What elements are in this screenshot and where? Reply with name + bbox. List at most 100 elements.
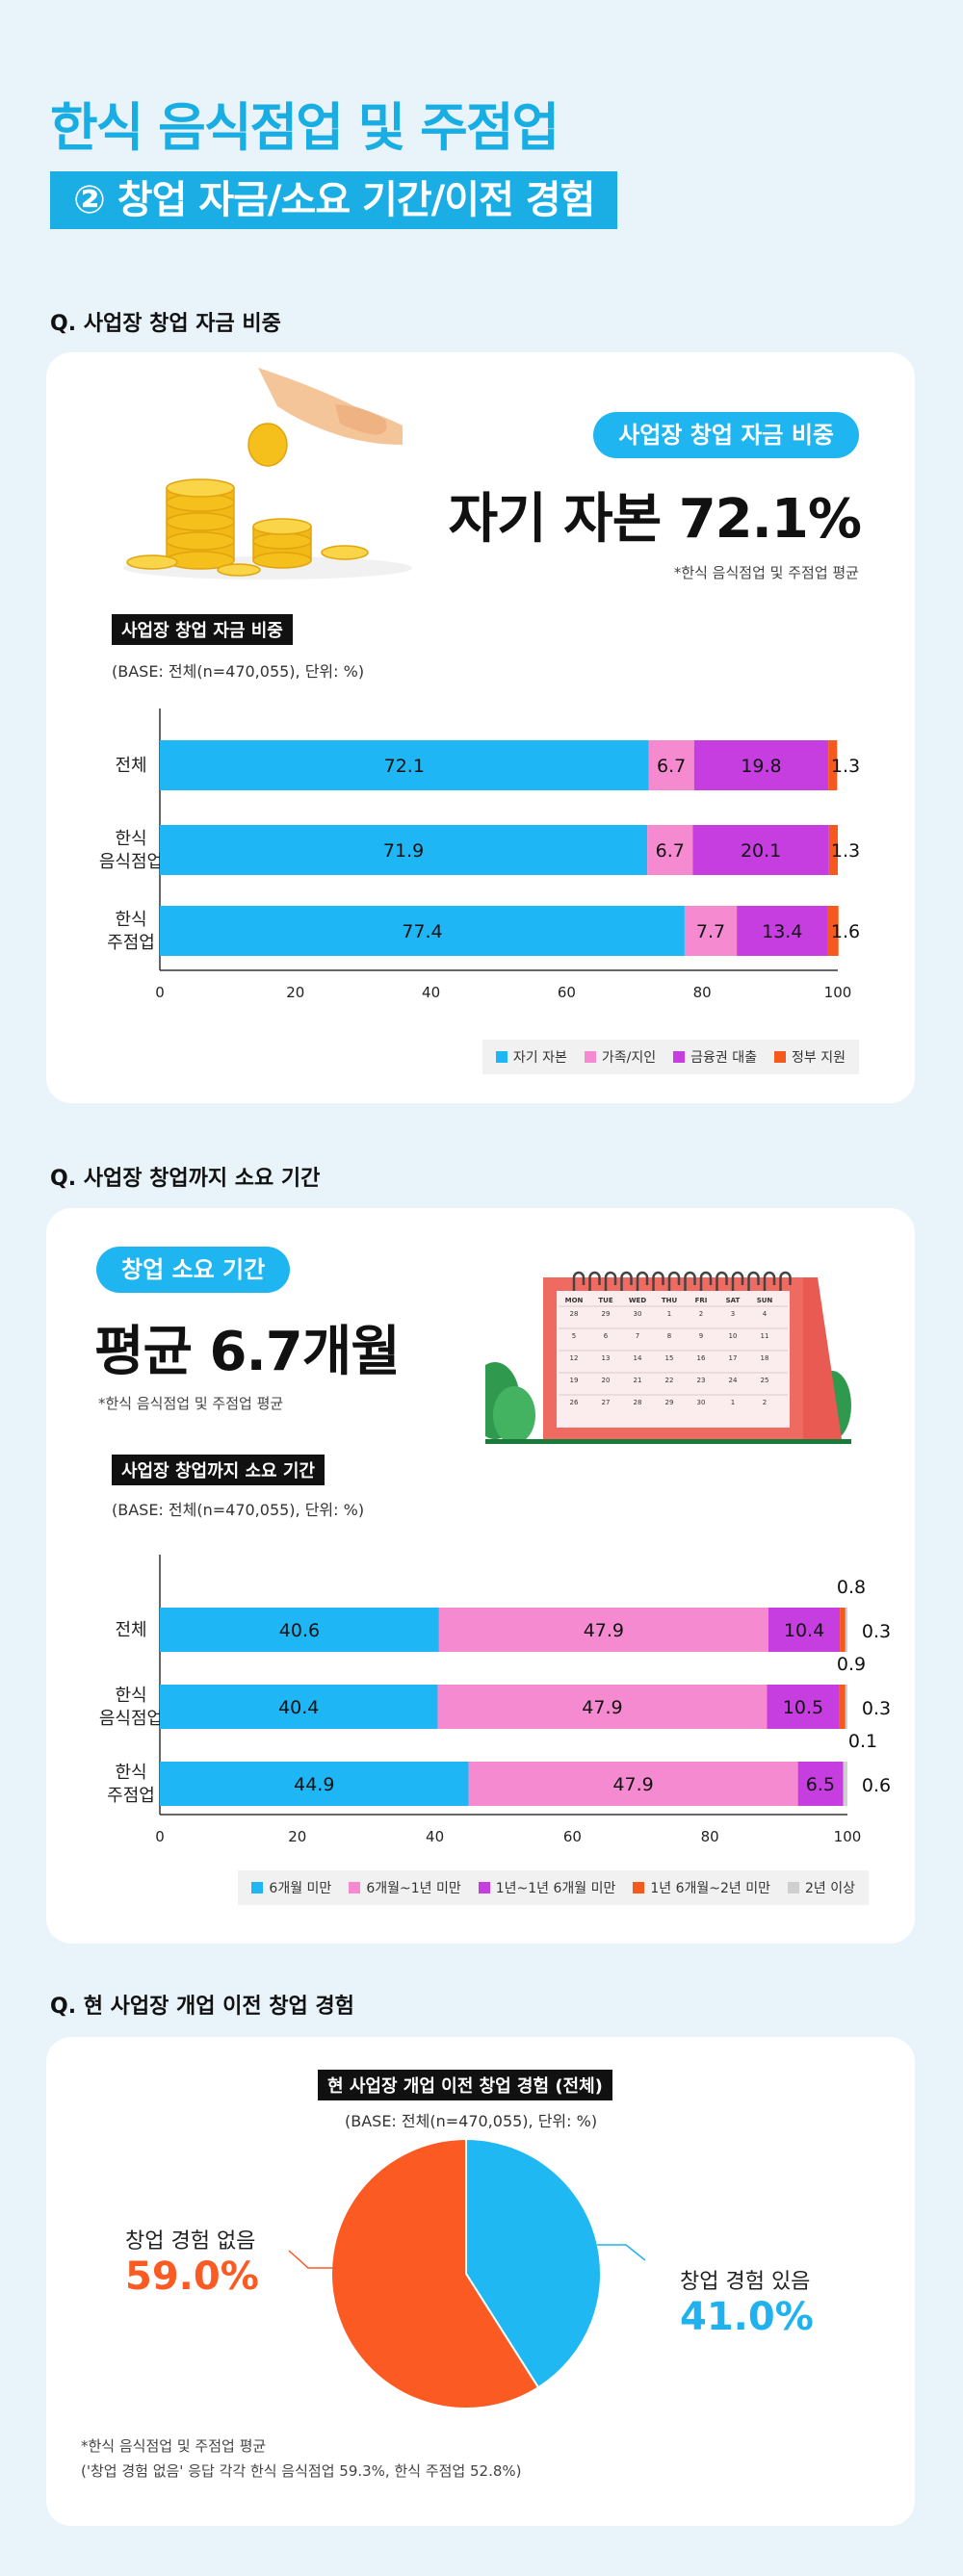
calendar-day: SUN — [757, 1297, 773, 1304]
category-label: 한식 — [115, 1686, 146, 1706]
calendar-date: 24 — [729, 1377, 738, 1384]
calendar-day: MON — [565, 1297, 584, 1304]
duration-legend: 6개월 미만 6개월~1년 미만 1년~1년 6개월 미만 1년 6개월~2년 … — [238, 1870, 869, 1905]
category-label: 한식 — [115, 910, 146, 930]
calendar-date: 29 — [602, 1310, 611, 1318]
data-label: 71.9 — [383, 840, 424, 862]
bar-segment — [768, 1608, 841, 1652]
x-tick-label: 80 — [701, 1828, 719, 1845]
x-tick-label: 40 — [426, 1828, 444, 1845]
calendar-day: THU — [662, 1297, 678, 1304]
x-tick-label: 100 — [824, 984, 852, 1001]
calendar-date: 17 — [729, 1354, 738, 1362]
experience-chart-label: 현 사업장 개업 이전 창업 경험 (전체) — [318, 2070, 612, 2100]
leader-line-yes — [597, 2244, 646, 2261]
bar-segment — [845, 1685, 847, 1729]
bar-segment — [160, 1762, 469, 1806]
coins-hand-illustration — [123, 368, 412, 580]
duration-base: (BASE: 전체(n=470,055), 단위: %) — [112, 1501, 365, 1519]
legend-item-self-capital: 자기 자본 — [495, 1047, 567, 1067]
calendar-ring — [763, 1271, 776, 1291]
data-label: 72.1 — [384, 756, 425, 777]
calendar-ring — [779, 1271, 792, 1291]
calendar-date: 9 — [699, 1332, 703, 1340]
calendar-date: 10 — [729, 1332, 738, 1340]
calendar-date: 14 — [634, 1354, 642, 1362]
experience-yes-label: 창업 경험 있음 — [680, 2270, 811, 2294]
calendar-ring — [699, 1271, 713, 1291]
data-label: 19.8 — [741, 756, 781, 777]
duration-chart-label: 사업장 창업까지 소요 기간 — [112, 1455, 325, 1485]
data-label: 10.4 — [784, 1620, 824, 1641]
data-label: 40.6 — [279, 1620, 320, 1641]
experience-note-2: ('창업 경험 없음' 응답 각각 한식 음식점업 59.3%, 한식 주점업 … — [81, 2462, 522, 2480]
bar-segment — [160, 1608, 439, 1652]
calendar-date: 12 — [570, 1354, 579, 1362]
calendar-date: 23 — [697, 1377, 706, 1384]
experience-yes-value: 41.0% — [680, 2295, 814, 2339]
experience-note-1: *한식 음식점업 및 주점업 평균 — [81, 2437, 267, 2455]
calendar-date: 21 — [634, 1377, 642, 1384]
data-label: 20.1 — [741, 840, 781, 862]
category-label: 주점업 — [107, 1786, 155, 1806]
calendar-date: 18 — [761, 1354, 769, 1362]
bar-segment — [438, 1608, 768, 1652]
experience-card: 현 사업장 개업 이전 창업 경험 (전체) (BASE: 전체(n=470,0… — [46, 2037, 915, 2526]
calendar-ring — [684, 1271, 696, 1291]
calendar-date: 5 — [572, 1332, 576, 1340]
leader-line-no — [288, 2250, 337, 2269]
data-label: 1.3 — [831, 756, 860, 777]
section3-question: Q. 현 사업장 개업 이전 창업 경험 — [50, 1995, 354, 2019]
data-label: 0.9 — [837, 1654, 866, 1675]
calendar-day: SAT — [726, 1297, 741, 1304]
calendar-date: 2 — [699, 1310, 703, 1318]
category-label: 음식점업 — [99, 852, 163, 872]
category-label: 한식 — [115, 1763, 146, 1783]
section1-question: Q. 사업장 창업 자금 비중 — [50, 312, 281, 336]
bar-segment — [647, 825, 693, 875]
bar-segment — [797, 1762, 844, 1806]
x-tick-label: 20 — [288, 1828, 306, 1845]
duration-card: 창업 소요 기간 평균 6.7개월 *한식 음식점업 및 주점업 평균 MON T… — [46, 1208, 915, 1944]
calendar-ring — [604, 1271, 617, 1291]
calendar-date: 13 — [602, 1354, 611, 1362]
data-label: 0.6 — [862, 1775, 891, 1796]
legend-item-1y-1y6m: 1년~1년 6개월 미만 — [478, 1878, 615, 1897]
duration-pill: 창업 소요 기간 — [96, 1247, 291, 1293]
calendar-day: WED — [629, 1297, 647, 1304]
calendar-ring — [716, 1271, 728, 1291]
bar-segment — [827, 906, 839, 956]
calendar-date: 28 — [570, 1310, 579, 1318]
data-label: 6.5 — [806, 1774, 835, 1795]
calendar-date: 8 — [667, 1332, 671, 1340]
legend-item-bank-loan: 금융권 대출 — [673, 1047, 757, 1067]
calendar-illustration: MON TUE WED THU FRI SAT SUN 28 29 30 1 2 3 45 6 7 8 9 10 1… — [485, 1271, 851, 1444]
funding-legend: 자기 자본 가족/지인 금융권 대출 정부 지원 — [482, 1040, 859, 1074]
x-tick-label: 60 — [563, 1828, 582, 1845]
data-label: 47.9 — [584, 1620, 624, 1641]
calendar-date: 29 — [665, 1399, 674, 1406]
bar-segment — [840, 1608, 846, 1652]
calendar-date: 25 — [761, 1377, 769, 1384]
coin-stack-2 — [252, 518, 312, 569]
bar-segment — [160, 1685, 438, 1729]
bar-segment — [845, 1608, 847, 1652]
calendar-date: 22 — [665, 1377, 674, 1384]
category-label: 주점업 — [107, 933, 155, 953]
legend-item-1y6m-2y: 1년 6개월~2년 미만 — [633, 1878, 770, 1897]
legend-item-6m-1y: 6개월~1년 미만 — [349, 1878, 461, 1897]
data-label: 47.9 — [612, 1774, 653, 1795]
calendar-date: 2 — [763, 1399, 767, 1406]
experience-pie-chart — [288, 2137, 646, 2409]
data-label: 10.5 — [783, 1697, 823, 1718]
calendar-ring — [588, 1271, 601, 1291]
calendar-ring — [731, 1271, 744, 1291]
bar-segment — [160, 740, 649, 790]
calendar-date: 30 — [634, 1310, 642, 1318]
legend-item-gov-support: 정부 지원 — [774, 1047, 846, 1067]
x-tick-label: 60 — [558, 984, 576, 1001]
calendar-day: TUE — [598, 1297, 612, 1304]
bar-segment — [468, 1762, 798, 1806]
